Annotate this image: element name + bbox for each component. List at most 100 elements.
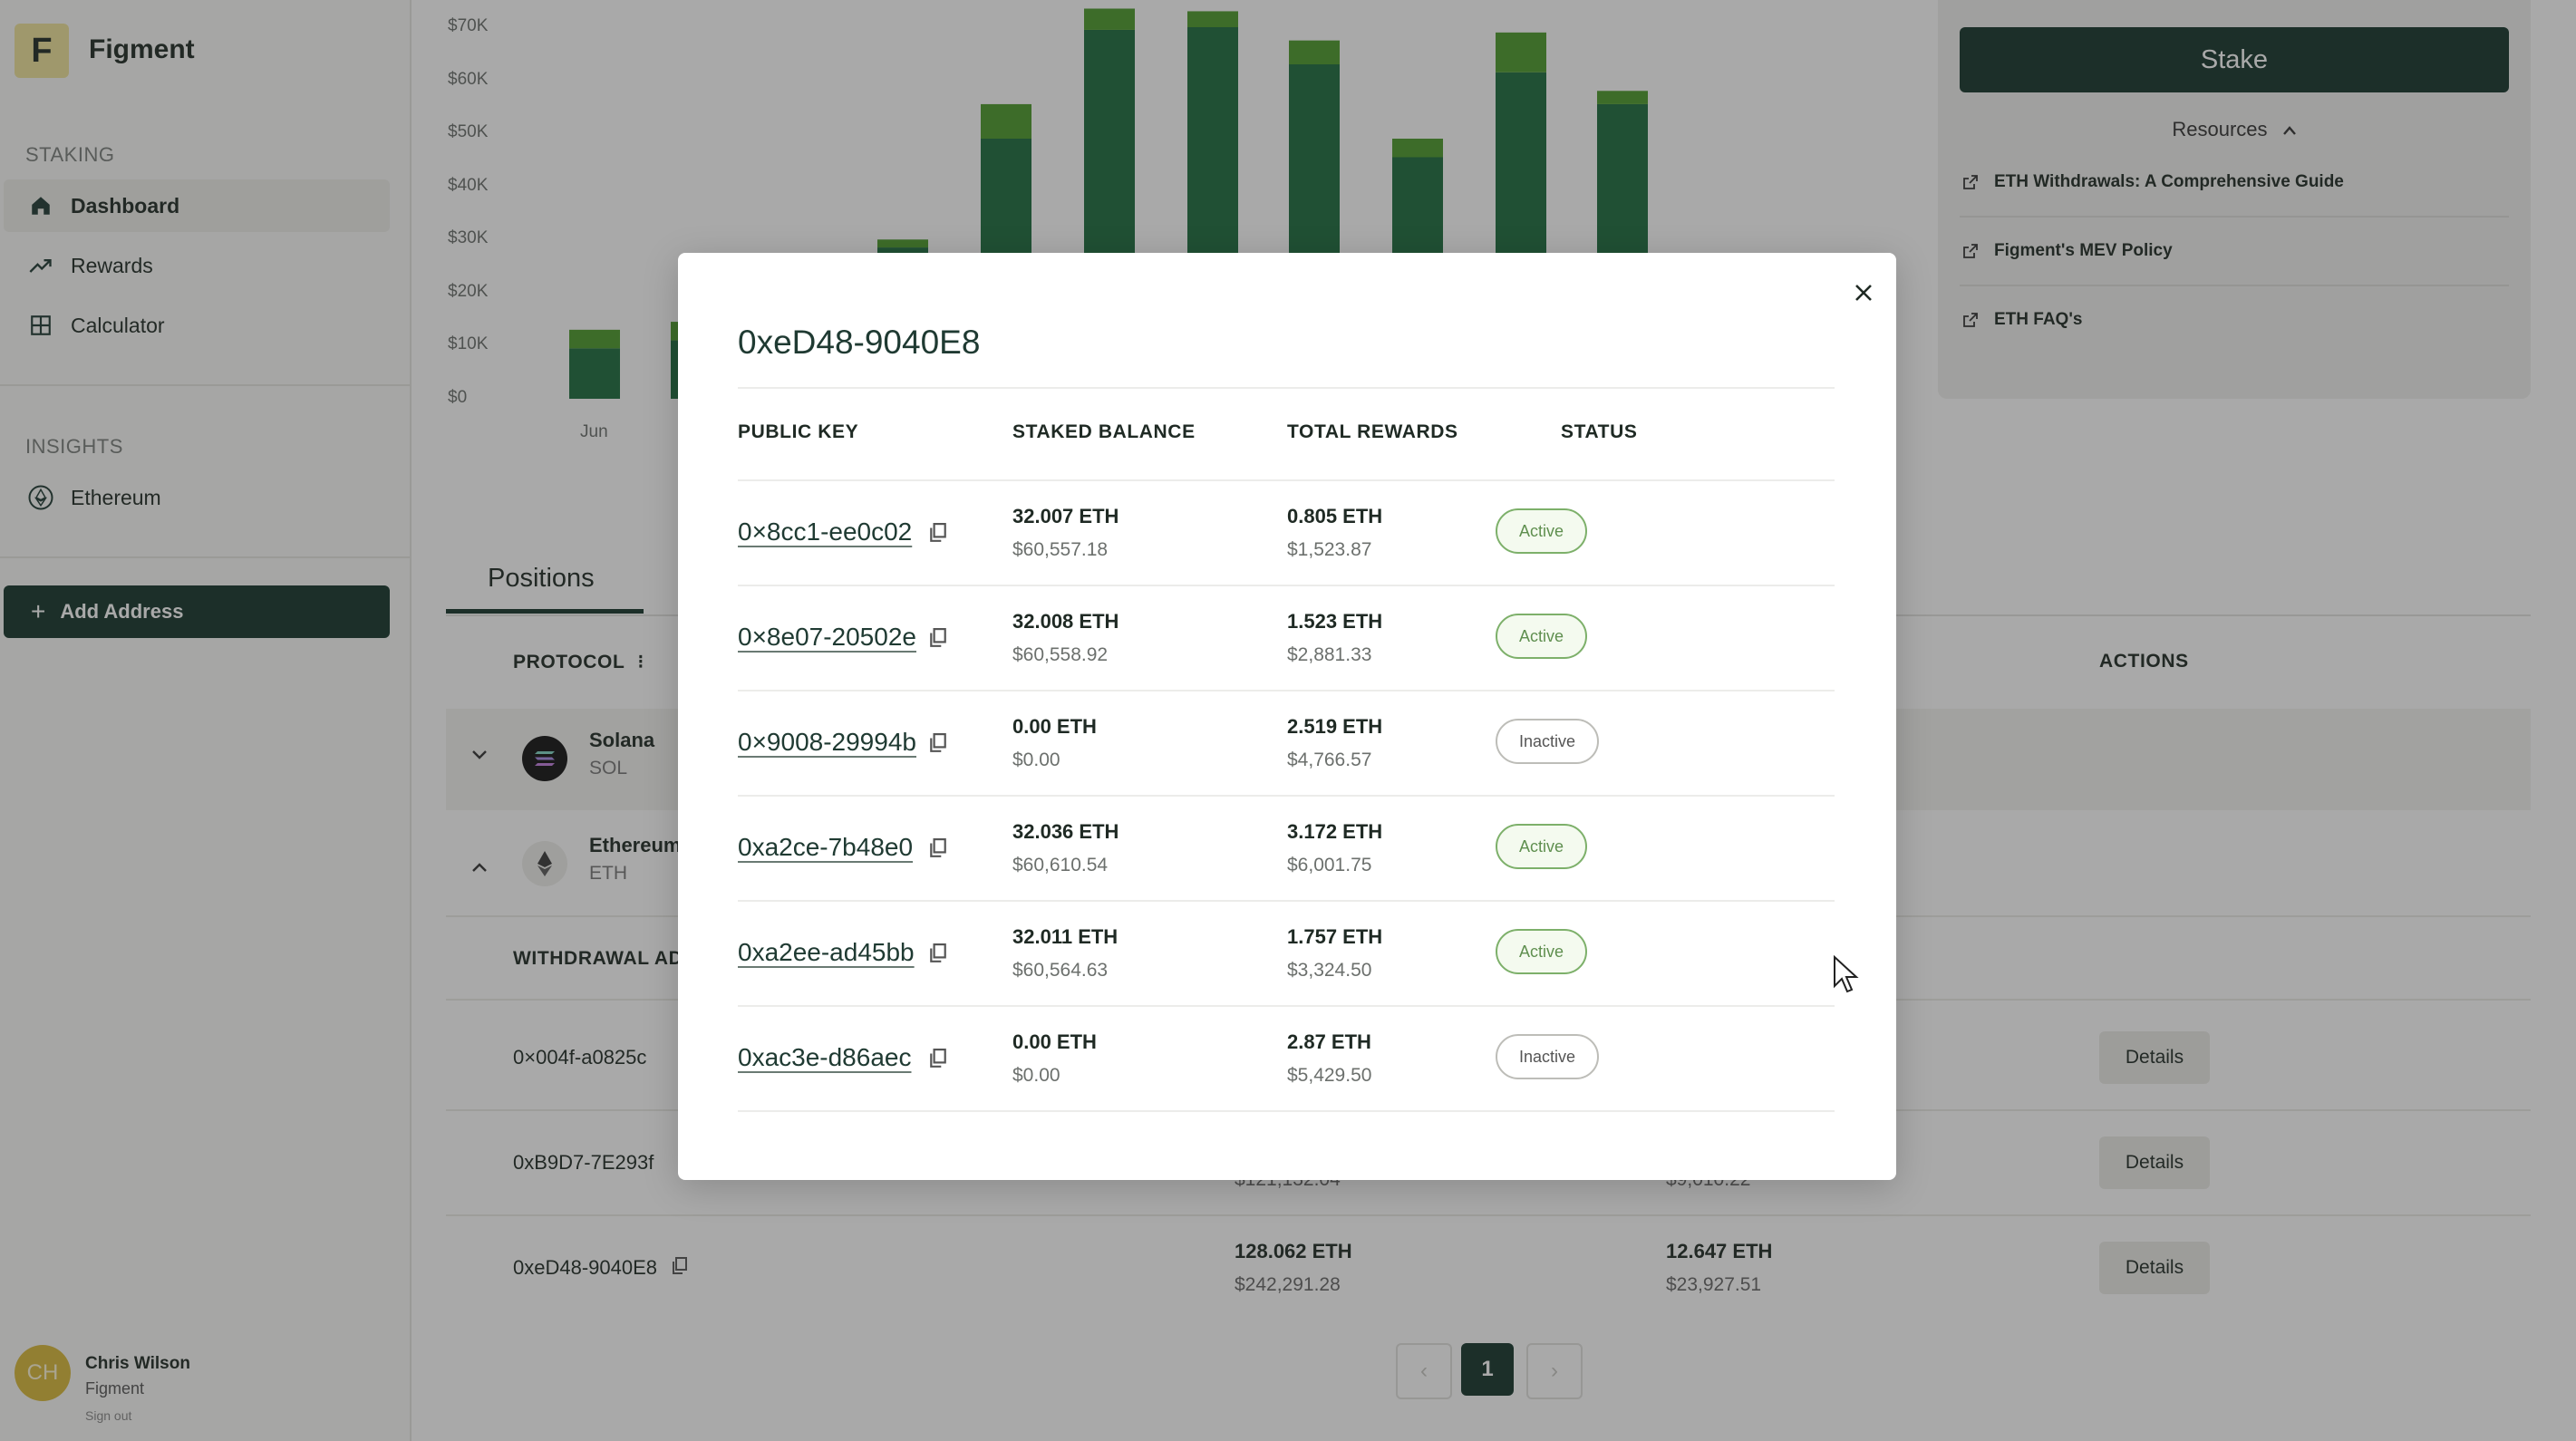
balance-eth: 128.062 ETH bbox=[1235, 1240, 1352, 1262]
avatar: CH bbox=[15, 1345, 71, 1401]
sidebar-item-calculator[interactable]: Calculator bbox=[4, 299, 390, 352]
withdrawal-address[interactable]: 0×004f-a0825c bbox=[513, 1046, 647, 1069]
modal-title: 0xeD48-9040E8 bbox=[738, 324, 981, 361]
pagination-next-button[interactable]: › bbox=[1526, 1343, 1583, 1399]
column-header-staked-balance: STAKED BALANCE bbox=[1012, 421, 1196, 442]
copy-icon[interactable] bbox=[672, 1257, 688, 1281]
row-divider bbox=[446, 1214, 2531, 1216]
staked-balance-eth: 32.011 ETH bbox=[1012, 925, 1119, 948]
staked-balance-usd: $0.00 bbox=[1012, 1065, 1060, 1086]
validator-row: 0xa2ee-ad45bb 32.011 ETH $60,564.63 1.757 E… bbox=[738, 902, 1835, 1007]
section-label-staking: STAKING bbox=[25, 143, 115, 166]
tab-active-indicator bbox=[446, 609, 644, 614]
y-tick-label: $40K bbox=[448, 175, 489, 195]
protocol-symbol: ETH bbox=[589, 863, 627, 884]
sidebar-item-label: Calculator bbox=[71, 313, 165, 337]
external-link-icon bbox=[1963, 175, 1978, 189]
user-org: Figment bbox=[85, 1379, 145, 1397]
total-rewards-usd: $6,001.75 bbox=[1287, 855, 1372, 875]
resource-link-withdrawals[interactable]: ETH Withdrawals: A Comprehensive Guide bbox=[1960, 149, 2509, 218]
chevron-down-icon[interactable] bbox=[471, 745, 488, 766]
x-tick-label: Jun bbox=[580, 422, 608, 441]
total-rewards-eth: 1.523 ETH bbox=[1287, 610, 1383, 633]
validator-row: 0×9008-29994b 0.00 ETH $0.00 2.519 ETH $4,76… bbox=[738, 691, 1835, 797]
chart-bar-base bbox=[569, 348, 620, 399]
column-header-protocol[interactable]: PROTOCOL ⁝ bbox=[513, 651, 644, 673]
status-badge: Active bbox=[1496, 508, 1588, 554]
y-tick-label: $70K bbox=[448, 16, 489, 35]
sidebar-item-label: Rewards bbox=[71, 253, 153, 277]
resource-link-label: ETH Withdrawals: A Comprehensive Guide bbox=[1994, 172, 2344, 191]
external-link-icon bbox=[1963, 244, 1978, 258]
chevron-up-icon[interactable] bbox=[471, 857, 488, 878]
tab-positions[interactable]: Positions bbox=[488, 564, 595, 593]
status-badge: Active bbox=[1496, 824, 1588, 869]
copy-icon[interactable] bbox=[929, 733, 947, 753]
public-key-link[interactable]: 0×9008-29994b bbox=[738, 728, 916, 756]
staked-balance-eth: 0.00 ETH bbox=[1012, 715, 1097, 738]
copy-icon[interactable] bbox=[929, 628, 947, 648]
chart-bar-top bbox=[981, 103, 1031, 139]
chart-bar-top bbox=[1084, 8, 1135, 30]
sort-icon: ⁝ bbox=[637, 652, 644, 672]
sidebar-item-rewards[interactable]: Rewards bbox=[4, 239, 390, 292]
staked-balance-usd: $60,558.92 bbox=[1012, 644, 1109, 665]
withdrawal-address[interactable]: 0xB9D7-7E293f bbox=[513, 1151, 654, 1174]
details-button[interactable]: Details bbox=[2099, 1242, 2210, 1294]
protocol-name: Ethereum bbox=[589, 834, 682, 856]
staked-balance-eth: 32.036 ETH bbox=[1012, 820, 1119, 843]
staked-balance-usd: $0.00 bbox=[1012, 750, 1060, 770]
public-key-link[interactable]: 0×8e07-20502e bbox=[738, 623, 916, 651]
add-address-label: Add Address bbox=[60, 600, 184, 623]
status-badge: Active bbox=[1496, 614, 1588, 659]
chart-bar-top bbox=[1496, 32, 1546, 73]
copy-icon[interactable] bbox=[929, 1049, 947, 1069]
ethereum-icon bbox=[522, 841, 567, 886]
public-key-link[interactable]: 0xac3e-d86aec bbox=[738, 1043, 912, 1071]
sidebar-item-dashboard[interactable]: Dashboard bbox=[4, 179, 390, 232]
resource-link-label: ETH FAQ's bbox=[1994, 310, 2083, 329]
chart-bar-top bbox=[1187, 11, 1238, 27]
staked-balance-usd: $60,557.18 bbox=[1012, 539, 1109, 560]
staked-balance-eth: 0.00 ETH bbox=[1012, 1030, 1097, 1053]
plus-icon: + bbox=[31, 597, 46, 625]
sidebar-item-label: Ethereum bbox=[71, 485, 161, 509]
resource-link-eth-faq[interactable]: ETH FAQ's bbox=[1960, 286, 2509, 353]
pagination-page-1[interactable]: 1 bbox=[1461, 1343, 1514, 1396]
solana-icon bbox=[522, 736, 567, 781]
column-header-actions: ACTIONS bbox=[2099, 651, 2189, 672]
y-tick-label: $60K bbox=[448, 69, 489, 89]
sidebar-item-ethereum[interactable]: Ethereum bbox=[4, 471, 390, 524]
copy-icon[interactable] bbox=[929, 523, 947, 543]
validator-row: 0xac3e-d86aec 0.00 ETH $0.00 2.87 ETH $5,429… bbox=[738, 1007, 1835, 1112]
resources-toggle[interactable]: Resources bbox=[1938, 118, 2531, 141]
stake-button[interactable]: Stake bbox=[1960, 27, 2509, 92]
staked-balance-eth: 32.007 ETH bbox=[1012, 505, 1119, 527]
close-button[interactable] bbox=[1845, 275, 1882, 311]
pagination-prev-button[interactable]: ‹ bbox=[1396, 1343, 1452, 1399]
details-button[interactable]: Details bbox=[2099, 1136, 2210, 1189]
mouse-cursor-icon bbox=[1834, 955, 1859, 993]
validator-row: 0×8cc1-ee0c02 32.007 ETH $60,557.18 0.805 E… bbox=[738, 481, 1835, 586]
total-rewards-eth: 1.757 ETH bbox=[1287, 925, 1383, 948]
public-key-link[interactable]: 0xa2ee-ad45bb bbox=[738, 938, 915, 966]
details-button[interactable]: Details bbox=[2099, 1031, 2210, 1084]
staked-balance-usd: $60,564.63 bbox=[1012, 960, 1109, 981]
external-link-icon bbox=[1963, 313, 1978, 327]
add-address-button[interactable]: + Add Address bbox=[4, 585, 390, 638]
column-header-public-key: PUBLIC KEY bbox=[738, 421, 859, 442]
status-badge: Inactive bbox=[1496, 1034, 1600, 1079]
status-badge: Inactive bbox=[1496, 719, 1600, 764]
copy-icon[interactable] bbox=[929, 838, 947, 858]
resource-link-mev-policy[interactable]: Figment's MEV Policy bbox=[1960, 218, 2509, 286]
user-name: Chris Wilson bbox=[85, 1354, 190, 1373]
total-rewards-eth: 0.805 ETH bbox=[1287, 505, 1383, 527]
y-tick-label: $20K bbox=[448, 281, 489, 301]
public-key-link[interactable]: 0×8cc1-ee0c02 bbox=[738, 517, 913, 546]
withdrawal-address[interactable]: 0xeD48-9040E8 bbox=[513, 1256, 688, 1281]
staked-balance-eth: 32.008 ETH bbox=[1012, 610, 1119, 633]
total-rewards-usd: $5,429.50 bbox=[1287, 1065, 1372, 1086]
public-key-link[interactable]: 0xa2ce-7b48e0 bbox=[738, 833, 914, 861]
sign-out-link[interactable]: Sign out bbox=[85, 1408, 132, 1423]
copy-icon[interactable] bbox=[929, 943, 947, 963]
